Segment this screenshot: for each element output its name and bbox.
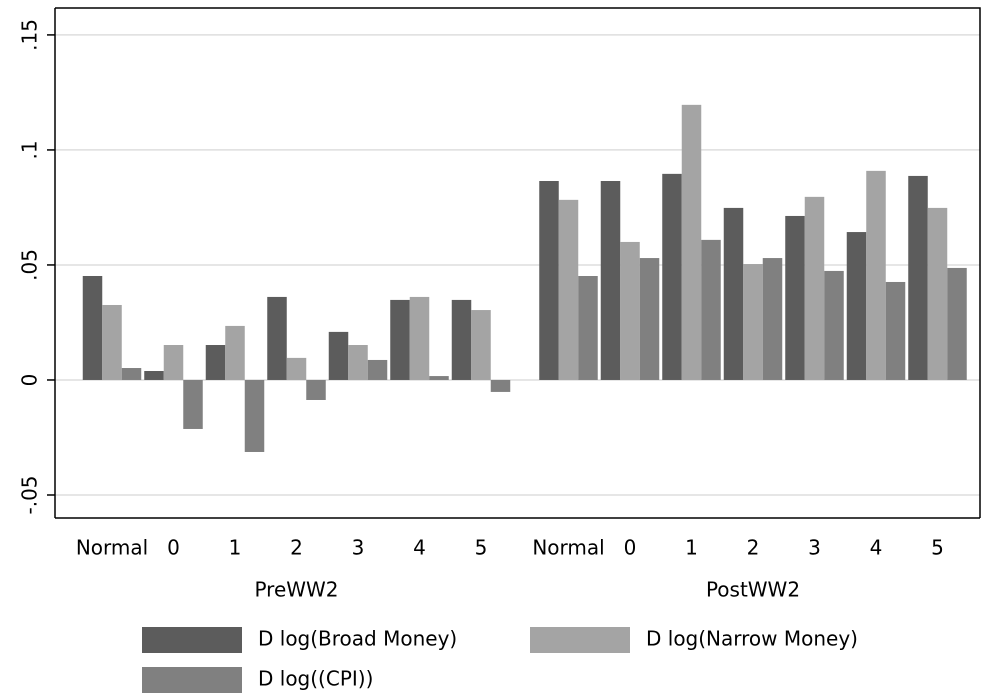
bar (451, 299, 472, 380)
x-tick-label: 4 (413, 536, 426, 560)
x-tick-label: 4 (870, 536, 883, 560)
bar (267, 296, 287, 380)
bar (885, 281, 906, 380)
bar (578, 275, 598, 380)
x-tick-label: Normal (532, 536, 604, 560)
x-tick-label: 3 (808, 536, 821, 560)
legend-label: D log(Narrow Money) (646, 627, 858, 651)
bar (639, 258, 660, 380)
x-tick-label: 0 (624, 536, 637, 560)
bar (306, 379, 326, 400)
bar (785, 215, 805, 380)
x-tick-label: 5 (475, 536, 488, 560)
bar (390, 299, 410, 380)
x-tick-label: 0 (167, 536, 180, 560)
bar (824, 270, 844, 380)
bar (743, 264, 763, 380)
bar (286, 357, 307, 380)
bar (762, 258, 783, 380)
bar (144, 371, 164, 380)
bar (471, 310, 491, 380)
legend-label: D log(Broad Money) (258, 627, 457, 651)
legend-swatch (530, 627, 630, 653)
bar (163, 345, 184, 380)
bar (121, 368, 142, 380)
x-tick-label: 1 (685, 536, 698, 560)
bar (866, 170, 886, 380)
x-tick-label: 2 (290, 536, 303, 560)
bar (723, 207, 744, 380)
bar (620, 241, 640, 380)
bar (662, 173, 682, 380)
bar (600, 180, 621, 380)
x-tick-label: 2 (747, 536, 760, 560)
bar (183, 379, 203, 429)
bar (947, 267, 967, 380)
x-tick-label: 1 (229, 536, 242, 560)
bar (539, 180, 559, 380)
bar (846, 232, 867, 380)
bar (328, 331, 349, 380)
plot-frame (55, 7, 981, 518)
bar (244, 379, 265, 452)
bar (225, 325, 245, 380)
bar (681, 104, 702, 380)
bar (409, 296, 430, 380)
bar (701, 239, 721, 380)
y-tick-label: .1 (18, 140, 42, 159)
x-tick-label: Normal (76, 536, 148, 560)
bar (348, 345, 368, 380)
bar (367, 359, 388, 380)
group-label: PreWW2 (254, 578, 338, 602)
bar (490, 379, 511, 392)
y-tick-label: .05 (18, 249, 42, 281)
bar (82, 275, 103, 380)
legend-swatch (142, 627, 242, 653)
bar (908, 175, 928, 380)
group-label: PostWW2 (706, 578, 800, 602)
legend-swatch (142, 667, 242, 693)
y-tick-label: 0 (18, 374, 42, 387)
bar (927, 207, 948, 380)
x-tick-label: 3 (352, 536, 365, 560)
x-tick-label: 5 (931, 536, 944, 560)
y-tick-label: .15 (18, 19, 42, 51)
legend-label: D log((CPI)) (258, 667, 373, 691)
bar (102, 304, 122, 380)
bar (429, 376, 449, 380)
bar (205, 345, 226, 380)
bar (804, 196, 825, 380)
y-tick-label: -.05 (18, 475, 42, 514)
bar (558, 199, 579, 380)
